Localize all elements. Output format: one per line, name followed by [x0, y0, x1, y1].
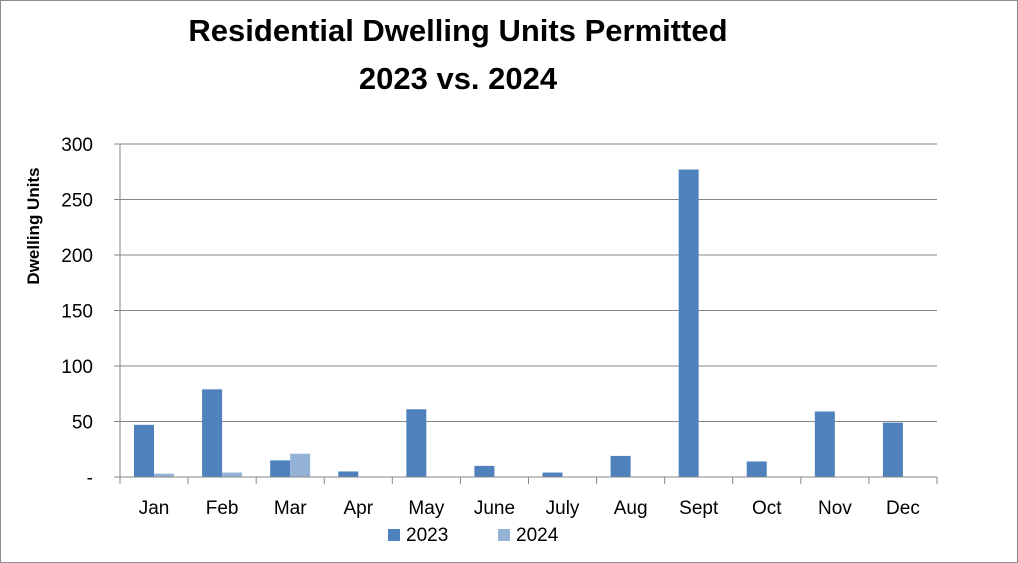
bar-2023-dec	[882, 422, 903, 477]
x-tick-labels: Jan Feb Mar Apr May June July Aug Sept Oct Nov Dec	[139, 498, 920, 519]
y-tick-label: -	[87, 468, 93, 489]
bar-2023-nov	[814, 411, 835, 477]
bar-2023-may	[406, 409, 427, 477]
x-tick-label: Mar	[274, 498, 307, 519]
y-tick-label: 100	[61, 357, 93, 378]
y-tick-label: 50	[72, 413, 93, 434]
bar-2023-mar	[270, 460, 291, 477]
bars	[134, 169, 903, 477]
bar-2024-mar	[290, 453, 311, 477]
y-axis-title: Dwelling Units	[24, 167, 43, 284]
x-tick-label: Oct	[752, 498, 782, 519]
x-tick-label: Nov	[818, 498, 852, 519]
y-tick-label: 250	[61, 191, 93, 212]
chart-subtitle: 2023 vs. 2024	[358, 61, 558, 96]
axes	[114, 143, 938, 484]
bar-2023-apr	[338, 471, 359, 477]
y-tick-label: 200	[61, 246, 93, 267]
chart-title: Residential Dwelling Units Permitted	[188, 13, 728, 48]
x-tick-label: Feb	[206, 498, 239, 519]
bar-2023-june	[474, 465, 495, 477]
bar-2023-sept	[678, 169, 699, 477]
x-tick-label: Sept	[679, 498, 719, 519]
bar-2023-july	[542, 472, 563, 477]
bar-2023-oct	[746, 461, 767, 477]
x-tick-label: Dec	[886, 498, 920, 519]
y-tick-label: 300	[61, 135, 93, 156]
x-tick-label: July	[546, 498, 580, 519]
legend-swatch-2023	[388, 529, 400, 541]
x-tick-label: Jan	[139, 498, 170, 519]
gridlines	[120, 143, 937, 422]
bar-2024-feb	[222, 472, 243, 477]
legend-label-2024: 2024	[516, 525, 559, 546]
bar-2024-jan	[154, 473, 174, 477]
bar-2023-aug	[610, 455, 631, 477]
y-tick-label: 150	[61, 302, 93, 323]
x-tick-label: June	[474, 498, 515, 519]
y-tick-labels: - 50 100 150 200 250 300	[61, 135, 93, 489]
x-tick-label: Aug	[614, 498, 648, 519]
legend-label-2023: 2023	[406, 525, 448, 546]
legend-swatch-2024	[498, 529, 510, 541]
legend: 2023 2024	[388, 525, 559, 546]
bar-2023-feb	[202, 389, 223, 477]
bar-2023-jan	[134, 424, 154, 477]
x-tick-label: May	[408, 498, 444, 519]
x-tick-label: Apr	[344, 498, 374, 519]
